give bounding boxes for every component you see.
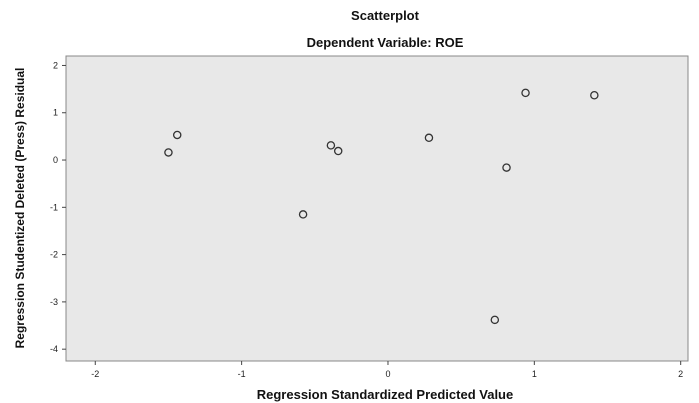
y-tick-label: 1 <box>53 108 58 118</box>
chart-title: Scatterplot <box>351 8 420 23</box>
scatter-point <box>333 146 343 156</box>
scatter-point <box>490 315 500 325</box>
y-tick-label: -2 <box>50 250 58 260</box>
chart-subtitle: Dependent Variable: ROE <box>307 35 464 50</box>
x-tick-label: -2 <box>91 369 99 379</box>
y-tick-label: 2 <box>53 60 58 70</box>
scatter-point <box>424 133 434 143</box>
plot-area <box>65 55 689 362</box>
y-axis: 2 1 0 -1 -2 -3 -4 <box>50 60 66 354</box>
x-tick-label: 2 <box>678 369 683 379</box>
x-tick-label: 1 <box>532 369 537 379</box>
scatter-point <box>502 163 511 172</box>
x-tick-label: -1 <box>238 369 246 379</box>
data-points <box>164 88 599 325</box>
x-axis-label: Regression Standardized Predicted Value <box>257 387 513 402</box>
y-tick-label: -1 <box>50 202 58 212</box>
y-tick-label: 0 <box>53 155 58 165</box>
scatter-point <box>326 141 336 150</box>
y-tick-label: -4 <box>50 344 58 354</box>
x-axis: -2 -1 0 1 2 <box>91 361 683 379</box>
scatter-point <box>298 210 308 219</box>
scatter-point <box>590 90 599 100</box>
x-tick-label: 0 <box>385 369 390 379</box>
y-axis-label: Regression Studentized Deleted (Press) R… <box>13 68 27 349</box>
y-tick-label: -3 <box>50 297 58 307</box>
scatter-point <box>164 148 173 157</box>
scatter-point <box>521 88 530 98</box>
scatter-point <box>172 130 182 140</box>
